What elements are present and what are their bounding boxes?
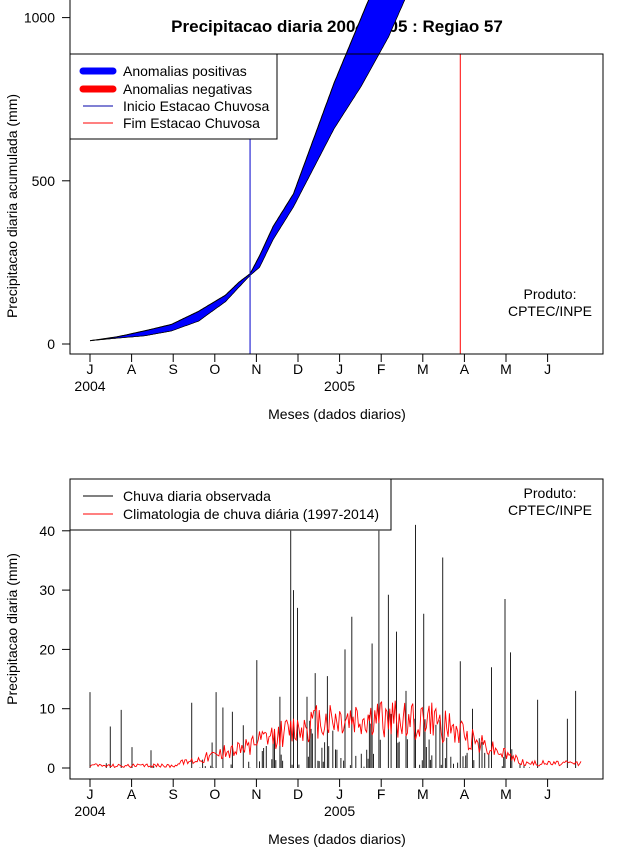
- daily-y-axis-label: Precipitacao diaria (mm): [4, 553, 20, 705]
- cumulative-x-tick-label-7: F: [377, 361, 386, 377]
- cumulative-product-source: CPTEC/INPE: [508, 303, 592, 319]
- daily-x-tick-label-8: M: [417, 786, 429, 802]
- chart-title: Precipitacao diaria 2004/2005 : Regiao 5…: [171, 17, 503, 36]
- legend-label-climatology: Climatologia de chuva diária (1997-2014): [123, 506, 379, 522]
- daily-legend-box: [69, 478, 392, 531]
- cumulative-x-tick-label-6: J: [336, 361, 343, 377]
- cumulative-legend: Anomalias positivas Anomalias negativas …: [69, 53, 278, 140]
- daily-x-tick-label-1: A: [127, 786, 137, 802]
- cumulative-product-label: Produto:: [524, 286, 577, 302]
- daily-x-tick-label-11: J: [544, 786, 551, 802]
- daily-y-tick-label-40: 40: [39, 523, 55, 539]
- daily-x-tick-label-3: O: [209, 786, 220, 802]
- cumulative-y-tick-label-500: 500: [32, 173, 56, 189]
- cumulative-x-tick-label-8: M: [417, 361, 429, 377]
- daily-y-tick-label-0: 0: [47, 760, 55, 776]
- daily-legend: Chuva diaria observada Climatologia de c…: [69, 478, 392, 531]
- anomaly-area-pos-0: [89, 0, 406, 341]
- legend-label-season-end: Fim Estacao Chuvosa: [123, 115, 260, 131]
- cumulative-x-tick-label-9: A: [460, 361, 470, 377]
- cumulative-x-tick-label-1: A: [127, 361, 137, 377]
- cumulative-x-tick-label-4: N: [251, 361, 261, 377]
- cumulative-x-axis-label: Meses (dados diarios): [268, 406, 406, 422]
- legend-label-season-start: Inicio Estacao Chuvosa: [123, 98, 270, 114]
- cumulative-x-tick-label-11: J: [544, 361, 551, 377]
- cumulative-plot-area: [89, 0, 461, 354]
- cumulative-x-tick-label-5: D: [293, 361, 303, 377]
- daily-product-label: Produto:: [524, 485, 577, 501]
- daily-year-label-1: 2005: [324, 803, 355, 819]
- daily-x-tick-label-10: M: [500, 786, 512, 802]
- cumulative-x-tick-label-0: J: [87, 361, 94, 377]
- observed-cumulative-line: [89, 0, 370, 342]
- daily-x-tick-label-6: J: [336, 786, 343, 802]
- daily-year-label-0: 2004: [74, 803, 105, 819]
- daily-y-tick-label-20: 20: [39, 641, 55, 657]
- cumulative-y-tick-label-1000: 1000: [24, 10, 55, 26]
- cumulative-x-tick-label-3: O: [209, 361, 220, 377]
- cumulative-y-axis: 050010001500: [24, 0, 71, 352]
- legend-label-observed: Chuva diaria observada: [123, 488, 271, 504]
- daily-product-source: CPTEC/INPE: [508, 502, 592, 518]
- daily-x-tick-label-5: D: [293, 786, 303, 802]
- daily-plot-area: [89, 524, 582, 769]
- legend-label-negative: Anomalias negativas: [123, 81, 252, 97]
- daily-x-tick-label-2: S: [169, 786, 178, 802]
- cumulative-year-label-0: 2004: [74, 378, 105, 394]
- cumulative-year-label-1: 2005: [324, 378, 355, 394]
- daily-x-tick-label-7: F: [377, 786, 386, 802]
- observed-daily-rain-bars: [89, 524, 577, 768]
- cumulative-chart: Precipitacao diaria 2004/2005 : Regiao 5…: [4, 0, 604, 422]
- daily-x-tick-label-9: A: [460, 786, 470, 802]
- legend-label-positive: Anomalias positivas: [123, 63, 247, 79]
- daily-y-axis: 0 10 20 30 40: [39, 523, 71, 776]
- cumulative-y-tick-label-0: 0: [47, 336, 55, 352]
- daily-x-axis-label: Meses (dados diarios): [268, 831, 406, 847]
- climatology-daily-line: [89, 700, 582, 769]
- daily-x-tick-label-0: J: [87, 786, 94, 802]
- cumulative-x-tick-label-10: M: [500, 361, 512, 377]
- cumulative-y-axis-label: Precipitacao diaria acumulada (mm): [4, 94, 20, 318]
- cumulative-x-tick-label-2: S: [169, 361, 178, 377]
- climatology-cumulative-line: [89, 0, 406, 341]
- daily-y-tick-label-10: 10: [39, 701, 55, 717]
- daily-x-tick-label-4: N: [251, 786, 261, 802]
- daily-y-tick-label-30: 30: [39, 582, 55, 598]
